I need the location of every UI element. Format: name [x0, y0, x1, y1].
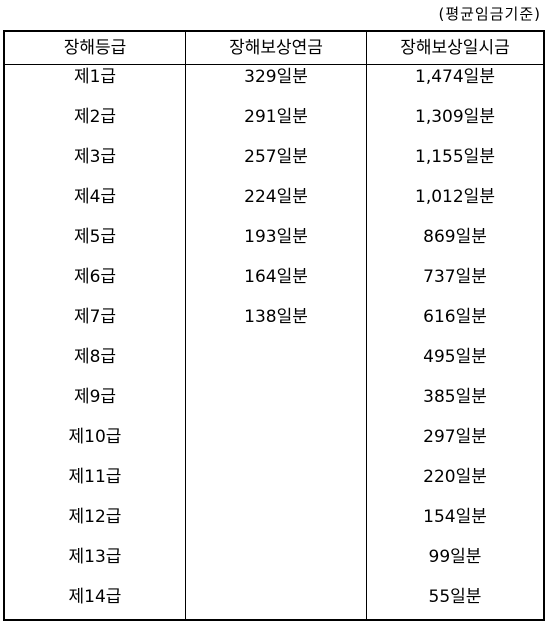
- header-divider: [5, 64, 543, 65]
- cell-grade: 제11급: [68, 467, 122, 487]
- cell-pension: 138일분: [244, 307, 308, 327]
- cell-lump-sum: 385일분: [423, 387, 487, 407]
- cell-pension: 291일분: [244, 107, 308, 127]
- cell-lump-sum: 1,012일분: [415, 187, 495, 207]
- cell-grade: 제8급: [73, 347, 117, 367]
- column-divider: [185, 32, 186, 619]
- cell-lump-sum: 616일분: [423, 307, 487, 327]
- cell-grade: 제14급: [68, 587, 122, 607]
- header-pension: 장해보상연금: [229, 38, 323, 58]
- cell-lump-sum: 1,155일분: [415, 147, 495, 167]
- cell-grade: 제10급: [68, 427, 122, 447]
- cell-lump-sum: 1,474일분: [415, 67, 495, 87]
- header-lump-sum: 장해보상일시금: [400, 38, 510, 58]
- header-grade: 장해등급: [63, 38, 127, 58]
- cell-lump-sum: 220일분: [423, 467, 487, 487]
- cell-pension: 224일분: [244, 187, 308, 207]
- cell-lump-sum: 297일분: [423, 427, 487, 447]
- cell-lump-sum: 55일분: [428, 587, 482, 607]
- cell-grade: 제4급: [73, 187, 117, 207]
- cell-pension: 257일분: [244, 147, 308, 167]
- cell-grade: 제2급: [73, 107, 117, 127]
- cell-pension: 193일분: [244, 227, 308, 247]
- cell-lump-sum: 737일분: [423, 267, 487, 287]
- cell-grade: 제13급: [68, 547, 122, 567]
- column-divider: [366, 32, 367, 619]
- cell-pension: 329일분: [244, 67, 308, 87]
- cell-grade: 제1급: [73, 67, 117, 87]
- cell-grade: 제7급: [73, 307, 117, 327]
- cell-lump-sum: 869일분: [423, 227, 487, 247]
- table-caption: (평균임금기준): [438, 5, 541, 23]
- cell-grade: 제6급: [73, 267, 117, 287]
- cell-grade: 제9급: [73, 387, 117, 407]
- cell-grade: 제12급: [68, 507, 122, 527]
- cell-grade: 제3급: [73, 147, 117, 167]
- cell-pension: 164일분: [244, 267, 308, 287]
- cell-grade: 제5급: [73, 227, 117, 247]
- cell-lump-sum: 495일분: [423, 347, 487, 367]
- cell-lump-sum: 1,309일분: [415, 107, 495, 127]
- cell-lump-sum: 99일분: [428, 547, 482, 567]
- cell-lump-sum: 154일분: [423, 507, 487, 527]
